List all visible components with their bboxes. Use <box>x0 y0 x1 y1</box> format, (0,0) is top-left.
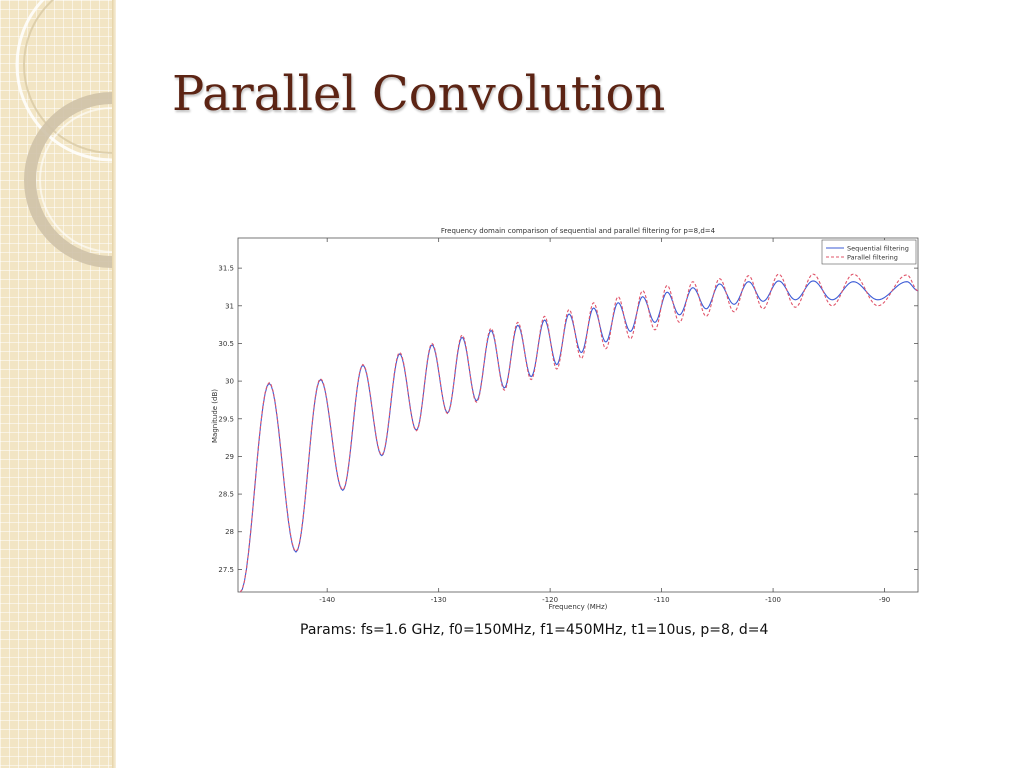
legend-label: Sequential filtering <box>847 245 909 253</box>
decorative-rings <box>15 0 112 268</box>
x-axis-label: Frequency (MHz) <box>549 603 608 611</box>
x-axis-ticks: -140 -130 -120 -110 -100 -90 <box>319 238 890 604</box>
y-tick-label: 27.5 <box>218 566 234 574</box>
x-tick-label: -130 <box>431 596 447 604</box>
y-tick-label: 31 <box>225 302 234 310</box>
x-tick-label: -100 <box>765 596 781 604</box>
x-tick-label: -120 <box>542 596 558 604</box>
y-tick-label: 29 <box>225 453 234 461</box>
plot-frame <box>237 237 919 593</box>
y-axis-label: Magnitude (dB) <box>211 389 219 443</box>
legend-label: Parallel filtering <box>847 254 898 262</box>
x-tick-label: -90 <box>879 596 890 604</box>
y-axis-ticks: 27.5 28 28.5 29 29.5 30 30.5 31 31.5 <box>218 265 918 574</box>
x-tick-label: -110 <box>654 596 670 604</box>
chart-background <box>200 222 925 617</box>
y-tick-label: 29.5 <box>218 415 234 423</box>
x-tick-label: -140 <box>319 596 335 604</box>
plot-area-border <box>237 237 919 593</box>
series-line-sequential <box>239 280 919 593</box>
y-tick-label: 28.5 <box>218 491 234 499</box>
frequency-chart: Frequency domain comparison of sequentia… <box>200 222 925 617</box>
y-tick-label: 30.5 <box>218 340 234 348</box>
chart-title: Frequency domain comparison of sequentia… <box>441 227 716 235</box>
legend-box <box>821 239 917 265</box>
series-line-parallel <box>239 273 919 593</box>
y-tick-label: 30 <box>225 378 234 386</box>
slide-title: Parallel Convolution <box>172 66 666 122</box>
side-panel-edge <box>112 0 116 768</box>
series-layer <box>239 273 919 593</box>
y-tick-label: 31.5 <box>218 265 234 273</box>
params-caption: Params: fs=1.6 GHz, f0=150MHz, f1=450MHz… <box>300 622 769 638</box>
chart-svg: Frequency domain comparison of sequentia… <box>200 222 925 617</box>
y-tick-label: 28 <box>225 528 234 536</box>
decorative-side-panel <box>0 0 112 768</box>
